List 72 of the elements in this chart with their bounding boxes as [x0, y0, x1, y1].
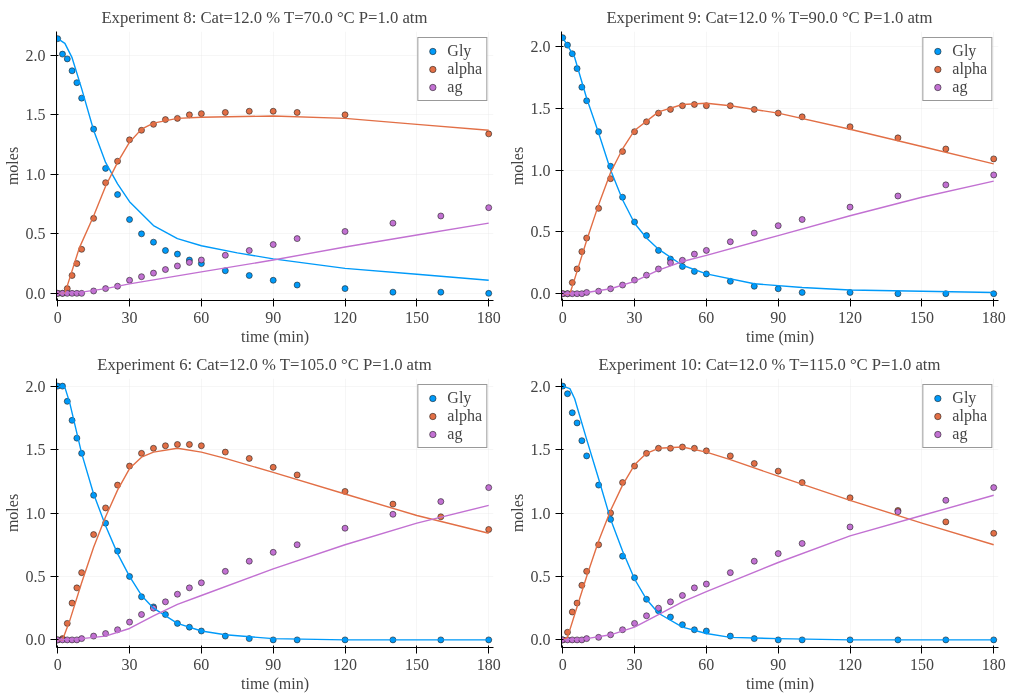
x-tick-label: 120	[838, 655, 863, 673]
x-tick-label: 30	[121, 308, 138, 326]
y-tick-label: 0.0	[25, 631, 46, 649]
x-tick-label: 60	[193, 308, 210, 326]
x-tick-label: 30	[121, 655, 138, 673]
y-tick-label: 1.5	[25, 106, 46, 124]
chart-title: Experiment 6: Cat=12.0 % T=105.0 °C P=1.0 atm	[97, 354, 432, 374]
x-tick-label: 90	[265, 655, 282, 673]
x-tick-label: 60	[698, 655, 715, 673]
x-tick-label: 180	[981, 308, 1006, 326]
x-axis-title: time (min)	[241, 674, 309, 693]
x-tick-label: 120	[838, 308, 863, 326]
y-axis-title: moles	[508, 493, 526, 533]
y-tick-label: 2.0	[530, 37, 551, 55]
legend-label: Gly	[447, 42, 472, 60]
x-tick-label: 180	[476, 308, 501, 326]
y-tick-label: 0.0	[530, 285, 551, 303]
legend-label: ag	[447, 78, 464, 96]
y-tick-label: 0.5	[25, 225, 46, 243]
x-tick-label: 120	[333, 655, 358, 673]
legend-label: Gly	[447, 389, 472, 407]
y-tick-label: 0.5	[530, 223, 551, 241]
x-tick-label: 90	[770, 308, 787, 326]
legend-label: Gly	[952, 389, 977, 407]
legend-label: alpha	[952, 407, 987, 425]
x-axis-title: time (min)	[746, 674, 814, 693]
y-axis-title: moles	[3, 493, 21, 533]
x-tick-label: 90	[265, 308, 282, 326]
x-tick-label: 180	[476, 655, 501, 673]
x-tick-label: 30	[626, 655, 643, 673]
y-tick-label: 1.0	[530, 504, 551, 522]
x-tick-label: 120	[333, 308, 358, 326]
legend-label: Gly	[952, 42, 977, 60]
legend-label: alpha	[447, 60, 482, 78]
x-tick-label: 0	[53, 308, 62, 326]
y-tick-label: 0.5	[530, 567, 551, 585]
x-tick-label: 150	[404, 308, 429, 326]
y-tick-label: 1.5	[25, 441, 46, 459]
chart-title: Experiment 10: Cat=12.0 % T=115.0 °C P=1.0 atm	[598, 354, 941, 374]
y-tick-label: 2.0	[25, 46, 46, 64]
x-axis-title: time (min)	[241, 327, 309, 346]
legend-label: ag	[952, 425, 969, 443]
x-tick-label: 150	[909, 655, 934, 673]
x-tick-label: 0	[558, 655, 567, 673]
chart-title: Experiment 9: Cat=12.0 % T=90.0 °C P=1.0 atm	[606, 7, 933, 27]
y-tick-label: 0.5	[25, 567, 46, 585]
y-tick-label: 2.0	[25, 377, 46, 395]
x-tick-label: 180	[981, 655, 1006, 673]
chart-title: Experiment 8: Cat=12.0 % T=70.0 °C P=1.0 atm	[101, 7, 428, 27]
y-tick-label: 1.5	[530, 441, 551, 459]
y-axis-title: moles	[508, 146, 526, 186]
x-tick-label: 0	[53, 655, 62, 673]
legend-label: alpha	[447, 407, 482, 425]
x-tick-label: 60	[698, 308, 715, 326]
x-axis-title: time (min)	[746, 327, 814, 346]
y-tick-label: 1.0	[25, 504, 46, 522]
x-tick-label: 150	[404, 655, 429, 673]
legend-label: ag	[447, 425, 464, 443]
legend-label: ag	[952, 78, 969, 96]
x-tick-label: 30	[626, 308, 643, 326]
y-tick-label: 2.0	[530, 377, 551, 395]
x-tick-label: 150	[909, 308, 934, 326]
y-axis-title: moles	[3, 146, 21, 186]
y-tick-label: 1.0	[530, 161, 551, 179]
y-tick-label: 1.5	[530, 99, 551, 117]
y-tick-label: 0.0	[25, 284, 46, 302]
legend-label: alpha	[952, 60, 987, 78]
y-tick-label: 1.0	[25, 165, 46, 183]
x-tick-label: 90	[770, 655, 787, 673]
x-tick-label: 0	[558, 308, 567, 326]
x-tick-label: 60	[193, 655, 210, 673]
y-tick-label: 0.0	[530, 631, 551, 649]
